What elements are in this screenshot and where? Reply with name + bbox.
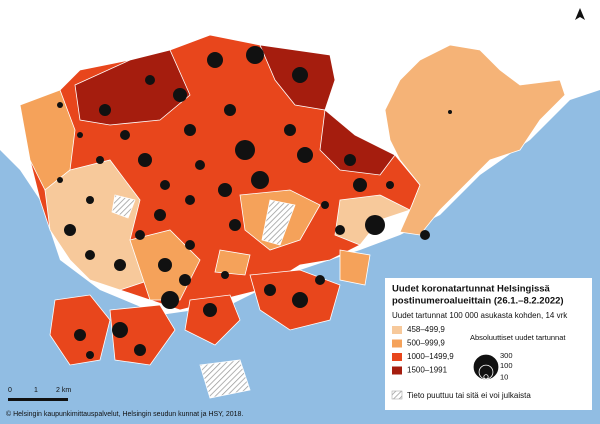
- case-dot: [112, 322, 128, 338]
- case-dot: [64, 224, 76, 236]
- scale-label: 1: [34, 387, 38, 394]
- size-circle: [473, 354, 499, 380]
- case-dot: [448, 110, 452, 114]
- case-dot: [57, 102, 63, 108]
- case-dot: [160, 180, 170, 190]
- legend-title: postinumeroalueittain (26.1.–8.2.2022): [392, 296, 564, 307]
- case-dot: [134, 344, 146, 356]
- scale-bar-line: [8, 398, 68, 401]
- case-dot: [86, 196, 94, 204]
- island: [109, 304, 176, 366]
- case-dot: [229, 219, 241, 231]
- case-dot: [297, 147, 313, 163]
- case-dot: [179, 274, 191, 286]
- size-circle: [483, 374, 489, 380]
- class-label: 1500–1991: [407, 366, 448, 375]
- case-dot: [321, 201, 329, 209]
- no-data-swatch: [391, 390, 403, 400]
- legend: Uudet koronatartunnat Helsingissä postin…: [385, 278, 592, 410]
- case-dot: [74, 329, 86, 341]
- case-dot: [386, 181, 394, 189]
- case-dot: [184, 124, 196, 136]
- case-dot: [154, 209, 166, 221]
- legend-title: Uudet koronatartunnat Helsingissä: [392, 284, 551, 295]
- north-arrow: [575, 8, 585, 20]
- districts: [19, 34, 566, 399]
- case-dot: [251, 171, 269, 189]
- size-label: 300: [500, 351, 513, 360]
- case-dot: [218, 183, 232, 197]
- size-label: 10: [500, 373, 508, 382]
- case-dots: [57, 46, 452, 359]
- case-dot: [246, 46, 264, 64]
- case-dot: [145, 75, 155, 85]
- legend-box: [385, 278, 592, 410]
- case-dot: [138, 153, 152, 167]
- case-dot: [344, 154, 356, 166]
- scale-label: 2 km: [56, 387, 71, 394]
- class-label: 500–999,9: [407, 339, 445, 348]
- case-dot: [292, 292, 308, 308]
- case-dot: [292, 67, 308, 83]
- case-dot: [114, 259, 126, 271]
- island: [214, 249, 251, 276]
- size-legend-title: Absoluuttiset uudet tartunnat: [470, 333, 566, 342]
- case-dot: [207, 52, 223, 68]
- class-swatch: [392, 353, 402, 361]
- class-swatch: [392, 339, 402, 348]
- scale-bar: 0 1 2 km: [8, 387, 71, 401]
- no-data-area: [261, 199, 296, 246]
- district: [384, 44, 566, 236]
- island: [339, 249, 371, 286]
- case-dot: [120, 130, 130, 140]
- case-dot: [221, 271, 229, 279]
- no-data-area: [111, 194, 136, 219]
- case-dot: [135, 230, 145, 240]
- case-dot: [77, 132, 83, 138]
- case-dot: [420, 230, 430, 240]
- case-dot: [185, 195, 195, 205]
- class-swatch: [392, 366, 402, 375]
- case-dot: [57, 177, 63, 183]
- case-dot: [264, 284, 276, 296]
- credit: © Helsingin kaupunkimittauspalvelut, Hel…: [6, 410, 243, 418]
- legend-subtitle: Uudet tartunnat 100 000 asukasta kohden,…: [392, 311, 568, 320]
- case-dot: [85, 250, 95, 260]
- case-dot: [195, 160, 205, 170]
- no-data-area: [199, 359, 251, 399]
- case-dot: [224, 104, 236, 116]
- case-dot: [203, 303, 217, 317]
- no-data-label: Tieto puuttuu tai sitä ei voi julkaista: [407, 391, 531, 400]
- island: [184, 294, 241, 346]
- class-label: 1000–1499,9: [407, 352, 454, 361]
- case-dot: [158, 258, 172, 272]
- case-dot: [185, 240, 195, 250]
- class-label: 458–499,9: [407, 325, 445, 334]
- case-dot: [365, 215, 385, 235]
- case-dot: [284, 124, 296, 136]
- case-dot: [335, 225, 345, 235]
- case-dot: [353, 178, 367, 192]
- case-dot: [99, 104, 111, 116]
- district: [319, 109, 396, 176]
- case-dot: [173, 88, 187, 102]
- size-label: 100: [500, 361, 513, 370]
- case-dot: [161, 291, 179, 309]
- case-dot: [96, 156, 104, 164]
- class-swatch: [392, 326, 402, 334]
- case-dot: [235, 140, 255, 160]
- case-dot: [86, 351, 94, 359]
- district: [44, 159, 151, 291]
- scale-label: 0: [8, 387, 12, 394]
- case-dot: [315, 275, 325, 285]
